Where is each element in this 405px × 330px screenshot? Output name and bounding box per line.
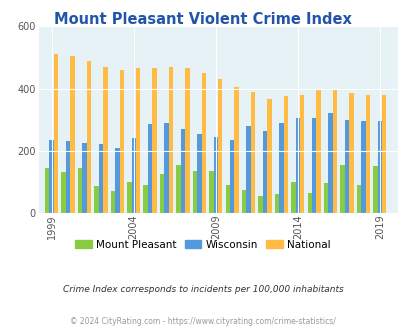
Bar <box>372 166 377 213</box>
Bar <box>241 189 246 213</box>
Bar <box>192 171 197 213</box>
Bar <box>299 95 304 213</box>
Bar <box>49 140 54 213</box>
Bar <box>246 126 250 213</box>
Bar <box>115 148 119 213</box>
Bar <box>274 194 279 213</box>
Bar <box>339 165 344 213</box>
Text: Mount Pleasant Violent Crime Index: Mount Pleasant Violent Crime Index <box>54 12 351 26</box>
Bar <box>332 88 337 213</box>
Bar <box>234 87 238 213</box>
Bar <box>180 129 185 213</box>
Bar <box>213 137 217 213</box>
Text: © 2024 CityRating.com - https://www.cityrating.com/crime-statistics/: © 2024 CityRating.com - https://www.city… <box>70 317 335 326</box>
Bar <box>168 67 173 213</box>
Bar <box>360 121 365 213</box>
Bar <box>98 145 103 213</box>
Bar <box>54 54 58 213</box>
Bar <box>250 92 255 213</box>
Bar <box>152 68 156 213</box>
Bar <box>136 68 140 213</box>
Bar <box>61 173 66 213</box>
Bar <box>225 185 229 213</box>
Bar <box>262 130 266 213</box>
Bar <box>147 124 152 213</box>
Bar <box>201 73 205 213</box>
Bar <box>365 95 369 213</box>
Bar <box>94 186 98 213</box>
Bar <box>82 143 87 213</box>
Bar <box>103 67 107 213</box>
Bar <box>176 165 180 213</box>
Bar <box>323 183 328 213</box>
Bar <box>164 123 168 213</box>
Bar <box>185 68 189 213</box>
Bar <box>143 185 147 213</box>
Bar <box>70 56 75 213</box>
Text: Crime Index corresponds to incidents per 100,000 inhabitants: Crime Index corresponds to incidents per… <box>62 285 343 294</box>
Bar <box>381 95 386 213</box>
Bar <box>229 140 234 213</box>
Legend: Mount Pleasant, Wisconsin, National: Mount Pleasant, Wisconsin, National <box>71 236 334 254</box>
Bar <box>119 70 124 213</box>
Bar <box>290 182 295 213</box>
Bar <box>131 138 136 213</box>
Bar <box>311 118 315 213</box>
Bar <box>328 114 332 213</box>
Bar <box>315 90 320 213</box>
Bar <box>127 182 131 213</box>
Bar <box>266 99 271 213</box>
Bar <box>307 193 311 213</box>
Bar <box>209 171 213 213</box>
Bar <box>160 174 164 213</box>
Bar <box>78 168 82 213</box>
Bar <box>279 123 283 213</box>
Bar <box>197 134 201 213</box>
Bar <box>111 191 115 213</box>
Bar <box>45 168 49 213</box>
Bar <box>344 120 348 213</box>
Bar <box>87 61 91 213</box>
Bar <box>283 96 287 213</box>
Bar <box>377 121 381 213</box>
Bar <box>217 79 222 213</box>
Bar <box>348 93 353 213</box>
Bar <box>356 185 360 213</box>
Bar <box>295 118 299 213</box>
Bar <box>66 141 70 213</box>
Bar <box>258 196 262 213</box>
